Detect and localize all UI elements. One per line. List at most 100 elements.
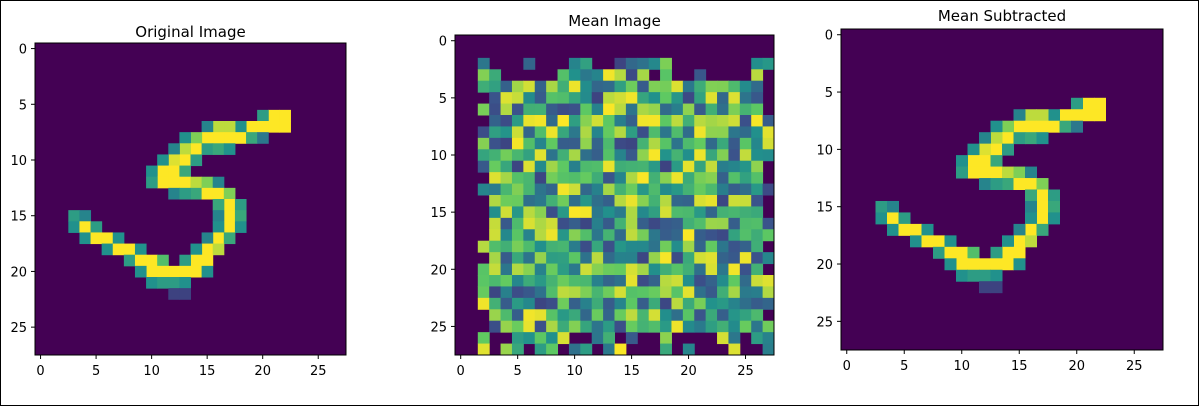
- heatmap-cell: [489, 263, 502, 276]
- heatmap-cell: [705, 297, 718, 310]
- heatmap-cell: [557, 126, 570, 139]
- heatmap-cell: [648, 309, 661, 322]
- heatmap-cell: [728, 149, 741, 162]
- heatmap-cell: [648, 115, 661, 127]
- heatmap-cell: [511, 92, 524, 105]
- heatmap-cell: [190, 243, 203, 256]
- heatmap-cell: [557, 92, 570, 105]
- heatmap-cell: [234, 132, 247, 144]
- heatmap-cell: [477, 149, 490, 162]
- heatmap-cell: [534, 252, 547, 265]
- heatmap-cell: [1025, 189, 1037, 202]
- heatmap-cell: [1036, 200, 1049, 213]
- heatmap-cell: [1013, 166, 1026, 179]
- y-tick-label: 20: [816, 258, 833, 273]
- heatmap-cell: [694, 320, 707, 333]
- heatmap-cell: [682, 320, 695, 333]
- heatmap-cell: [500, 80, 513, 93]
- heatmap-cell: [717, 92, 729, 105]
- heatmap-cell: [967, 155, 980, 168]
- heatmap-cell: [157, 176, 169, 189]
- heatmap-cell: [728, 286, 741, 299]
- heatmap-cell: [223, 121, 236, 133]
- heatmap-cell: [223, 232, 236, 245]
- heatmap-cell: [580, 195, 593, 207]
- heatmap-cell: [134, 254, 147, 267]
- heatmap-cell: [751, 320, 764, 333]
- heatmap-cell: [614, 263, 627, 276]
- heatmap-cell: [728, 183, 741, 196]
- heatmap-cell: [717, 183, 729, 196]
- heatmap-cell: [546, 343, 559, 356]
- heatmap-cell: [1002, 235, 1014, 248]
- heatmap-cell: [751, 137, 764, 150]
- heatmap-cell: [179, 288, 191, 300]
- heatmap-cell: [705, 275, 718, 287]
- heatmap-cell: [546, 92, 559, 105]
- heatmap-cell: [671, 80, 684, 93]
- heatmap-cell: [614, 115, 627, 127]
- heatmap-cell: [511, 137, 524, 150]
- heatmap-cell: [728, 217, 741, 230]
- heatmap-cell: [762, 343, 775, 356]
- heatmap-cell: [477, 343, 490, 356]
- x-tick-label: 25: [1126, 359, 1143, 374]
- heatmap-cell: [603, 252, 615, 265]
- heatmap-cell: [671, 286, 684, 299]
- heatmap-cell: [739, 126, 752, 139]
- heatmap-cell: [603, 217, 615, 230]
- heatmap-cell: [546, 217, 559, 230]
- heatmap-cell: [637, 206, 650, 219]
- heatmap-cell: [477, 137, 490, 150]
- heatmap-cell: [751, 80, 764, 93]
- heatmap-cell: [614, 149, 627, 162]
- heatmap-cell: [212, 143, 225, 155]
- heatmap-cell: [546, 80, 559, 93]
- heatmap-cell: [212, 199, 225, 211]
- heatmap-cell: [557, 229, 570, 242]
- heatmap-cell: [591, 297, 604, 310]
- heatmap-cell: [500, 183, 513, 196]
- heatmap-cell: [603, 115, 615, 127]
- heatmap-cell: [625, 320, 638, 333]
- heatmap-cell: [1071, 109, 1083, 122]
- heatmap-cell: [557, 263, 570, 276]
- heatmap-cell: [179, 187, 191, 200]
- heatmap-cell: [705, 115, 718, 127]
- heatmap-cell: [660, 343, 672, 356]
- heatmap-cell: [112, 232, 125, 245]
- heatmap-cell: [489, 252, 502, 265]
- y-tick-label: 15: [430, 206, 447, 221]
- heatmap-cell: [190, 154, 203, 167]
- heatmap-cell: [614, 137, 627, 150]
- heatmap-cell: [625, 137, 638, 150]
- heatmap-cell: [739, 229, 752, 242]
- heatmap-cell: [477, 126, 490, 139]
- heatmap-cell: [637, 137, 650, 150]
- heatmap-cell: [728, 172, 741, 185]
- heatmap-cell: [1002, 120, 1014, 133]
- heatmap-cell: [489, 217, 502, 230]
- heatmap-cell: [694, 115, 707, 127]
- heatmap-cell: [557, 240, 570, 253]
- heatmap-cell: [477, 286, 490, 299]
- heatmap-cell: [123, 243, 136, 256]
- heatmap-cell: [557, 217, 570, 230]
- heatmap-cell: [580, 263, 593, 276]
- heatmap-cell: [580, 275, 593, 287]
- heatmap-cell: [500, 160, 513, 173]
- heatmap-cell: [1002, 246, 1014, 259]
- heatmap-cell: [1013, 246, 1026, 259]
- heatmap-cell: [751, 126, 764, 139]
- heatmap-cell: [534, 286, 547, 299]
- heatmap-cell: [557, 160, 570, 173]
- heatmap-cell: [477, 332, 490, 345]
- heatmap-cell: [580, 115, 593, 127]
- heatmap-cell: [762, 57, 775, 70]
- heatmap-cell: [762, 149, 775, 162]
- heatmap-cell: [568, 172, 581, 185]
- heatmap-cell: [956, 269, 968, 282]
- heatmap-cell: [967, 258, 980, 271]
- heatmap-cell: [739, 217, 752, 230]
- y-tick-label: 25: [10, 321, 27, 336]
